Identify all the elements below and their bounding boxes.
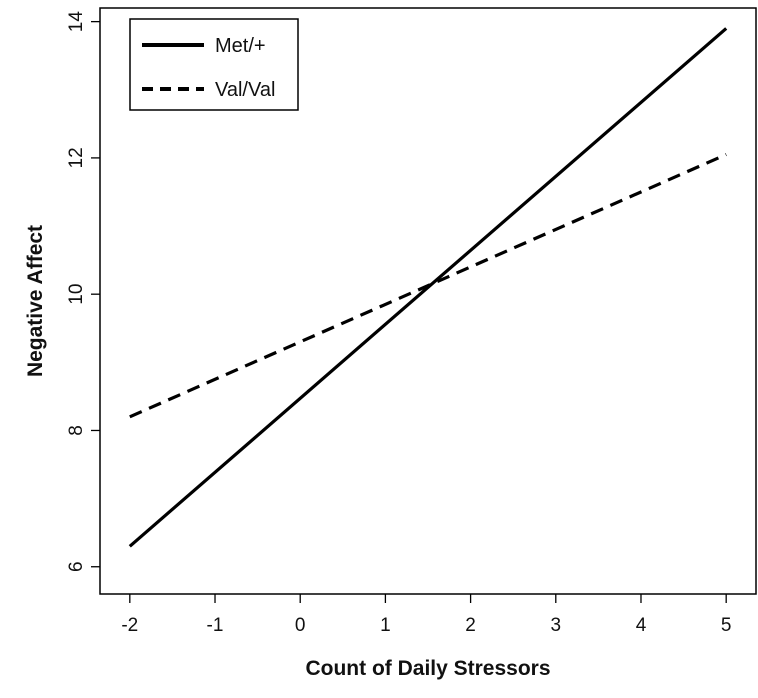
- y-tick-label: 12: [66, 147, 87, 168]
- plot-frame: [99, 7, 757, 595]
- legend-label-val: Val/Val: [215, 79, 275, 101]
- x-tick-label: -2: [121, 615, 138, 636]
- series-line-val: [129, 153, 727, 419]
- x-axis: -2 -1 0 1 2 3 4 5: [121, 594, 731, 636]
- y-tick-label: 14: [66, 11, 87, 33]
- x-tick-label: -1: [207, 615, 224, 636]
- legend: Met/+ Val/Val: [129, 18, 299, 111]
- y-tick-label: 10: [66, 284, 87, 305]
- x-tick-label: 4: [636, 615, 647, 636]
- x-tick-label: 0: [295, 615, 306, 636]
- series-lines: [128, 27, 728, 548]
- x-tick-label: 1: [380, 615, 391, 636]
- x-tick-label: 3: [551, 615, 562, 636]
- legend-label-met: Met/+: [215, 35, 266, 57]
- x-tick-label: 2: [465, 615, 476, 636]
- x-axis-title: Count of Daily Stressors: [305, 657, 550, 680]
- x-tick-label: 5: [721, 615, 732, 636]
- y-tick-label: 6: [66, 561, 87, 572]
- y-tick-label: 8: [66, 425, 87, 436]
- y-axis: 6 8 10 12 14: [66, 11, 100, 572]
- y-axis-title: Negative Affect: [24, 225, 47, 377]
- legend-box: [129, 18, 299, 111]
